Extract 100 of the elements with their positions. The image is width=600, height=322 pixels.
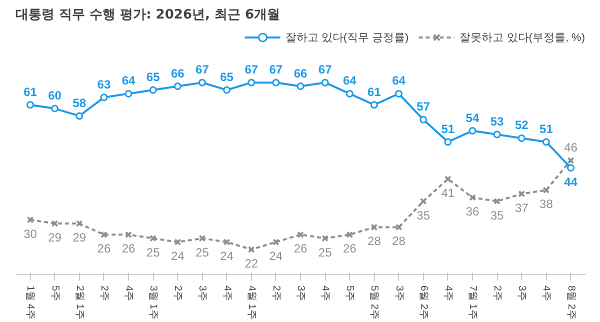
point (322, 234, 329, 242)
point (76, 220, 83, 227)
x-tick-label: 5주 (344, 286, 356, 302)
point (469, 194, 476, 202)
data-label: 25 (196, 245, 210, 260)
point (346, 231, 354, 238)
x-tick-label: 4주 (123, 286, 134, 302)
data-label: 51 (441, 122, 455, 136)
data-label: 61 (368, 84, 382, 99)
point (518, 190, 526, 198)
data-label: 24 (170, 249, 185, 264)
point (100, 231, 108, 238)
x-tick-label: 8월 2주 (565, 286, 576, 320)
x-tick-label: 3주 (516, 286, 528, 302)
x-tick-label: 5주 (49, 286, 60, 302)
point (370, 224, 378, 231)
data-label: 67 (196, 62, 210, 77)
point (542, 138, 550, 146)
data-label: 57 (416, 100, 430, 114)
point (297, 231, 304, 238)
x-tick-label: 4월 1주 (246, 286, 257, 320)
data-label: 67 (269, 62, 283, 77)
x-tick-label: 4주 (442, 286, 454, 302)
data-label: 65 (220, 70, 234, 84)
data-label: 25 (318, 245, 332, 260)
x-tick-label: 4주 (540, 286, 552, 302)
point (567, 156, 574, 164)
x-tick-label: 3주 (393, 286, 404, 302)
x-tick-label: 4주 (320, 286, 331, 302)
x-tick-label: 2주 (98, 286, 110, 302)
point (223, 238, 230, 246)
data-label: 41 (441, 186, 455, 200)
point (420, 116, 428, 124)
data-label: 64 (392, 74, 406, 88)
point (124, 90, 132, 98)
data-label: 65 (146, 70, 160, 84)
data-label: 24 (220, 249, 234, 264)
point (493, 130, 501, 138)
data-label: 63 (97, 77, 111, 92)
data-label: 66 (170, 66, 185, 80)
legend-label: 잘못하고 있다(부정률, %) (460, 30, 585, 44)
point (223, 86, 231, 94)
data-label: 52 (514, 118, 529, 132)
point (272, 78, 280, 86)
legend-label: 잘하고 있다(직무 긍정률) (285, 30, 409, 44)
data-label: 24 (269, 249, 283, 264)
data-label: 26 (97, 242, 111, 256)
x-tick-label: 3주 (295, 286, 306, 302)
data-label: 61 (24, 84, 38, 99)
point (76, 112, 84, 120)
point (149, 86, 157, 94)
x-tick-label: 1월 4주 (24, 286, 36, 320)
x-tick-label: 2월 1주 (74, 286, 85, 320)
point (198, 234, 206, 242)
x-tick-label: 2주 (172, 286, 184, 302)
point (150, 234, 157, 242)
data-label: 29 (72, 230, 86, 245)
point (198, 78, 206, 86)
data-label: 22 (244, 256, 258, 270)
point (444, 176, 452, 182)
point (51, 220, 58, 227)
point (51, 104, 59, 112)
data-label: 35 (416, 208, 430, 222)
point (567, 164, 575, 172)
point (346, 90, 354, 98)
data-label: 28 (368, 234, 382, 248)
point (494, 198, 501, 205)
data-label: 26 (342, 242, 357, 256)
x-tick-label: 3월 1주 (148, 286, 159, 320)
point (174, 238, 182, 246)
data-label: 58 (72, 96, 86, 110)
data-label: 37 (514, 200, 529, 215)
x-tick-label: 6월 2주 (418, 286, 429, 320)
data-label: 54 (466, 110, 480, 125)
data-label: 67 (244, 62, 258, 77)
point (395, 90, 403, 98)
data-label: 53 (490, 114, 504, 128)
point (420, 198, 427, 205)
data-label: 67 (318, 62, 332, 77)
point (518, 134, 526, 142)
data-label: 38 (540, 197, 554, 212)
x-tick-label: 5월 2주 (368, 286, 380, 320)
x-tick-label: 4주 (221, 286, 232, 302)
x-tick-label: 7월 1주 (466, 286, 478, 320)
data-label: 30 (24, 226, 38, 241)
data-label: 66 (294, 66, 308, 80)
point (542, 186, 550, 194)
data-label: 29 (48, 230, 62, 245)
point (444, 138, 452, 146)
point (248, 246, 255, 253)
data-label: 28 (392, 234, 406, 248)
point (370, 101, 378, 109)
data-label: 46 (564, 140, 578, 154)
data-label: 35 (490, 208, 504, 222)
point (125, 231, 132, 238)
point (26, 216, 34, 224)
point (100, 94, 108, 102)
x-tick-label: 2주 (270, 286, 282, 302)
data-label: 26 (294, 242, 308, 256)
point (468, 127, 476, 135)
